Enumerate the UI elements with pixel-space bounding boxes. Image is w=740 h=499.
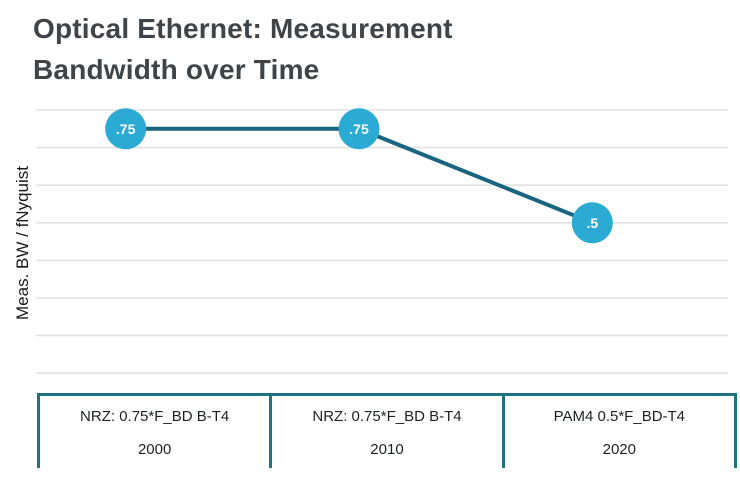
x-axis-modulation-label: NRZ: 0.75*F_BD B-T4 (80, 408, 230, 425)
x-axis-cell-2020: PAM4 0.5*F_BD-T4 2020 (501, 396, 737, 468)
data-point-label: .75 (116, 121, 136, 137)
data-point-2020 (571, 202, 613, 244)
data-point-label: .75 (349, 121, 369, 137)
data-point-2010 (338, 108, 380, 150)
x-axis-modulation-label: PAM4 0.5*F_BD-T4 (553, 408, 686, 425)
data-point-2000 (105, 108, 147, 150)
x-axis-cell-2010: NRZ: 0.75*F_BD B-T4 2010 (269, 396, 501, 468)
x-axis-table: NRZ: 0.75*F_BD B-T4 2000 NRZ: 0.75*F_BD B-… (37, 393, 737, 468)
x-axis-cell-2000: NRZ: 0.75*F_BD B-T4 2000 (37, 396, 269, 468)
x-axis-year-label: 2010 (370, 441, 404, 458)
data-point-label: .5 (586, 215, 598, 231)
x-axis-year-label: 2000 (137, 441, 172, 458)
x-axis-year-label: 2020 (602, 441, 636, 458)
x-axis-modulation-label: NRZ: 0.75*F_BD B-T4 (312, 408, 462, 425)
line-chart: .75 .75 .5 (36, 108, 728, 375)
chart-title: Optical Ethernet: Measurement Bandwidth … (33, 13, 453, 85)
